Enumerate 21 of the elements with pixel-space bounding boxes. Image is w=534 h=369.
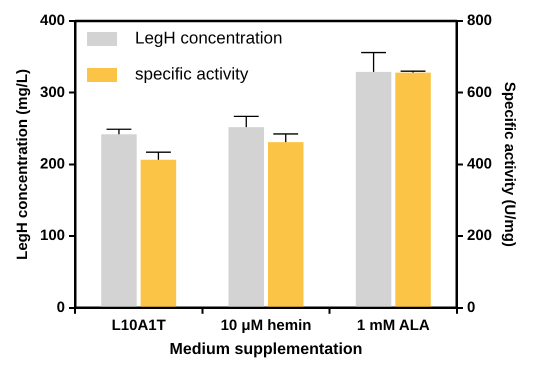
y-tick-label: 300 [40, 84, 66, 101]
bar [395, 72, 431, 307]
bar [268, 142, 304, 307]
y2-tick-label: 600 [466, 84, 492, 101]
bar [140, 160, 176, 307]
y-tick-label: 100 [40, 227, 66, 244]
y2-axis-title: Specific activity (U/mg) [500, 82, 518, 247]
x-tick-label: L10A1T [112, 316, 166, 334]
x-tick-label: 10 μM hemin [220, 316, 312, 334]
x-tick-label: 1 mM ALA [356, 316, 430, 334]
y2-tick-label: 0 [466, 298, 476, 316]
legend-label: specific activity [135, 64, 249, 84]
y2-tick-label: 200 [466, 227, 492, 244]
x-axis-title: Medium supplementation [170, 340, 362, 358]
y2-tick-label: 800 [466, 12, 492, 30]
y-tick-label: 200 [40, 156, 66, 173]
y2-tick-label: 400 [466, 156, 492, 173]
y-axis-title: LegH concentration (mg/L) [14, 68, 32, 260]
legend-label: LegH concentration [135, 28, 282, 48]
y-tick-label: 400 [40, 12, 66, 30]
y-tick-label: 0 [56, 298, 66, 316]
